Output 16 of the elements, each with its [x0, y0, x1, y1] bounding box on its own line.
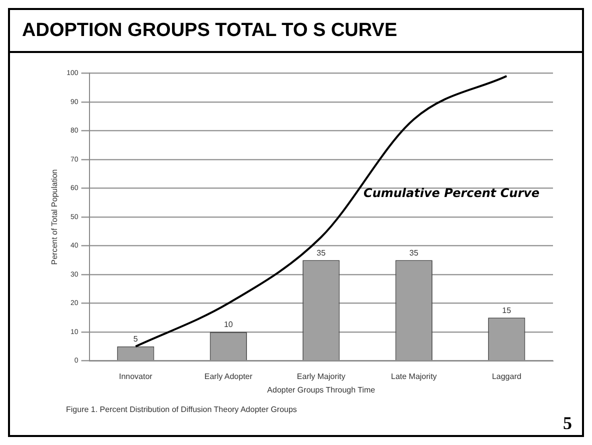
text: 5 — [563, 413, 572, 434]
x-tick-label: Late Majority — [390, 372, 437, 381]
y-axis-title: Percent of Total Population — [50, 169, 60, 265]
data-label: 10 — [224, 320, 234, 330]
chart-title: ADOPTION GROUPS TOTAL TO S CURVE — [22, 20, 398, 42]
x-tick-label: Early Adopter — [204, 372, 253, 381]
x-axis-title: Adopter Groups Through Time — [267, 385, 376, 394]
data-label: 15 — [502, 306, 512, 315]
x-tick-label: Early Majority — [296, 372, 346, 381]
series-label: Cumulative Percent Curve — [364, 186, 540, 200]
data-label: 35 — [316, 248, 326, 258]
x-tick-label: Innovator — [118, 372, 153, 381]
caption: Figure 1. Percent Distribution of Diffusion Theory Adopter Groups — [66, 405, 297, 414]
data-label: 35 — [409, 248, 419, 258]
x-tick-label: Laggard — [492, 372, 522, 381]
data-label: 5 — [133, 334, 138, 344]
